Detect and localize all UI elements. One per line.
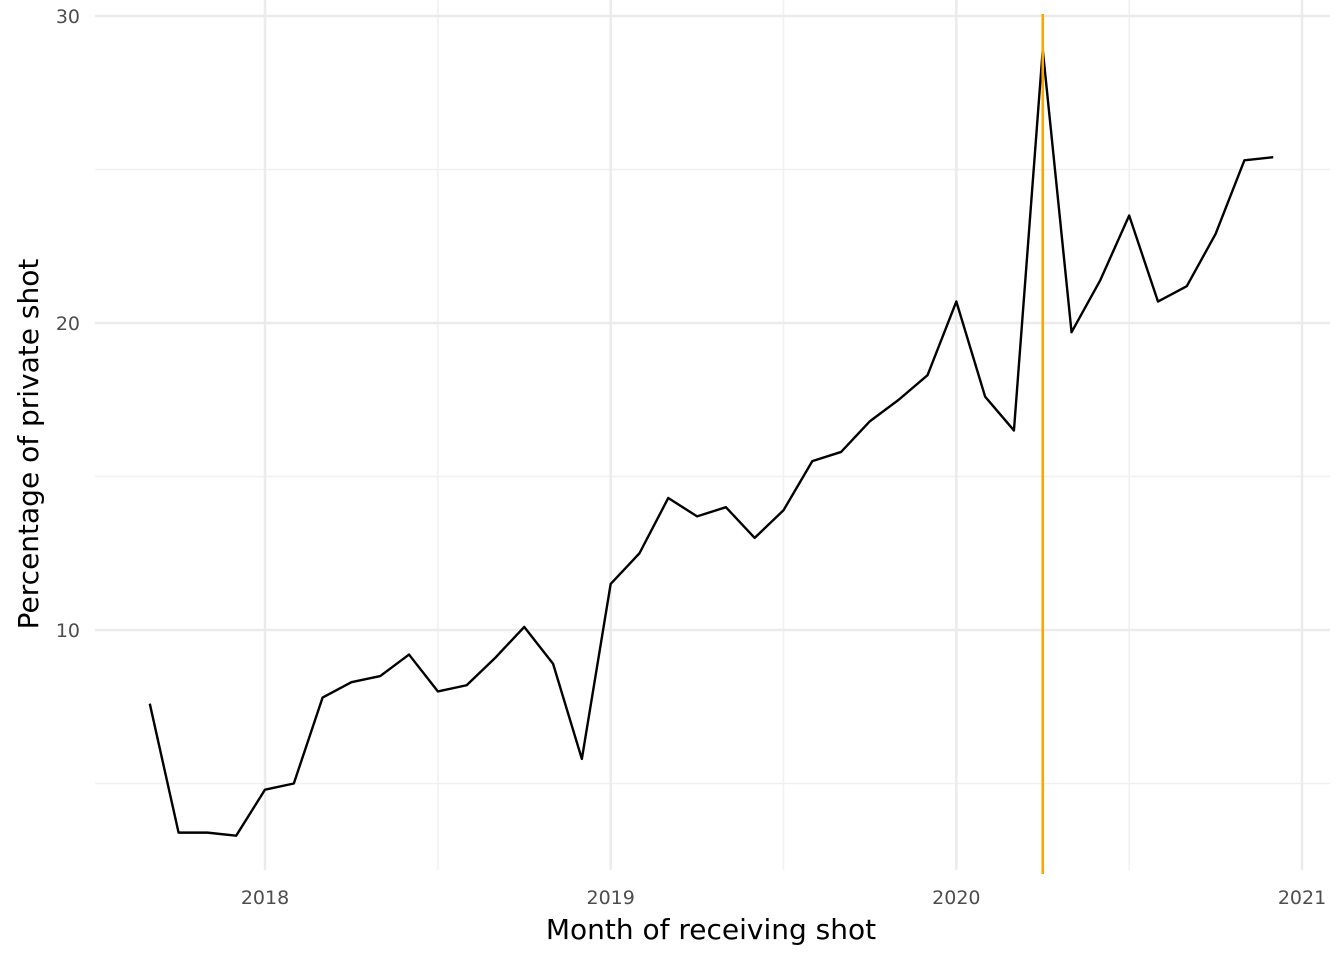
x-tick-label: 2020 — [932, 887, 980, 909]
series-group — [148, 48, 1274, 837]
y-tick-labels: 10 20 30 — [56, 6, 80, 642]
x-tick-label: 2018 — [241, 887, 289, 909]
x-tick-labels: 2018 2019 2020 2021 — [241, 887, 1326, 909]
x-tick-label: 2019 — [586, 887, 634, 909]
series-line — [148, 48, 1274, 837]
y-tick-label: 30 — [56, 6, 80, 28]
y-tick-label: 20 — [56, 313, 80, 335]
grid — [95, 0, 1330, 870]
x-tick-label: 2021 — [1278, 887, 1326, 909]
x-axis-title: Month of receiving shot — [546, 913, 876, 946]
y-axis-title: Percentage of private shot — [12, 259, 45, 630]
y-tick-label: 10 — [56, 620, 80, 642]
